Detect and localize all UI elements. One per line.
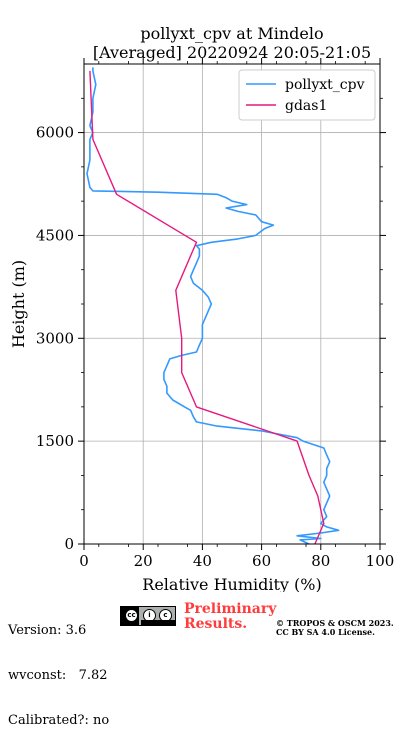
wvconst-text: wvconst: 7.82 — [8, 668, 108, 683]
copyright-line2: CC BY SA 4.0 License. — [276, 627, 375, 637]
y-tick-label: 0 — [64, 535, 74, 553]
plot-frame — [83, 63, 381, 545]
cc-by-sa-license-icon: cc i c — [120, 606, 176, 626]
legend: pollyxt_cpv gdas1 — [238, 69, 376, 121]
axis-ticks: 0 20 40 60 80 100 0 1500 3000 4500 6000 — [36, 58, 395, 570]
chart-title-line2: [Averaged] 20220924 20:05-21:05 — [93, 43, 371, 62]
preliminary-line1: Preliminary — [184, 601, 277, 617]
copyright-notice: © TROPOS & OSCM 2023. CC BY SA 4.0 Licen… — [276, 619, 394, 637]
legend-box — [238, 69, 376, 121]
rh-profile-chart: pollyxt_cpv at Mindelo [Averaged] 202209… — [9, 24, 395, 592]
footer-info: Version: 3.6 wvconst: 7.82 Calibrated?: … — [8, 593, 109, 743]
series-line-gdas1 — [89, 70, 325, 545]
legend-label-gdas1: gdas1 — [285, 98, 327, 114]
y-tick-label: 4500 — [36, 226, 74, 244]
y-axis-label: Height (m) — [9, 260, 28, 348]
x-tick-label: 100 — [366, 552, 395, 570]
preliminary-notice: Preliminary Results. — [184, 602, 276, 632]
legend-label-pollyxt: pollyxt_cpv — [285, 77, 365, 93]
series-line-pollyxt_cpv — [86, 67, 340, 545]
x-axis-label: Relative Humidity (%) — [142, 575, 321, 592]
x-tick-label: 40 — [193, 552, 212, 570]
x-tick-label: 60 — [252, 552, 271, 570]
chart-title-line1: pollyxt_cpv at Mindelo — [140, 24, 323, 43]
version-text: Version: 3.6 — [8, 623, 87, 638]
y-tick-label: 6000 — [36, 124, 74, 142]
copyright-line1: © TROPOS & OSCM 2023. — [276, 618, 394, 628]
calibrated-text: Calibrated?: no — [8, 713, 110, 728]
grid-lines — [83, 64, 381, 545]
x-tick-label: 0 — [79, 552, 89, 570]
y-tick-label: 1500 — [36, 432, 74, 450]
y-tick-label: 3000 — [36, 329, 74, 347]
series-layer — [86, 67, 340, 545]
preliminary-line2: Results. — [184, 616, 248, 632]
x-tick-label: 20 — [134, 552, 153, 570]
x-tick-label: 80 — [311, 552, 330, 570]
